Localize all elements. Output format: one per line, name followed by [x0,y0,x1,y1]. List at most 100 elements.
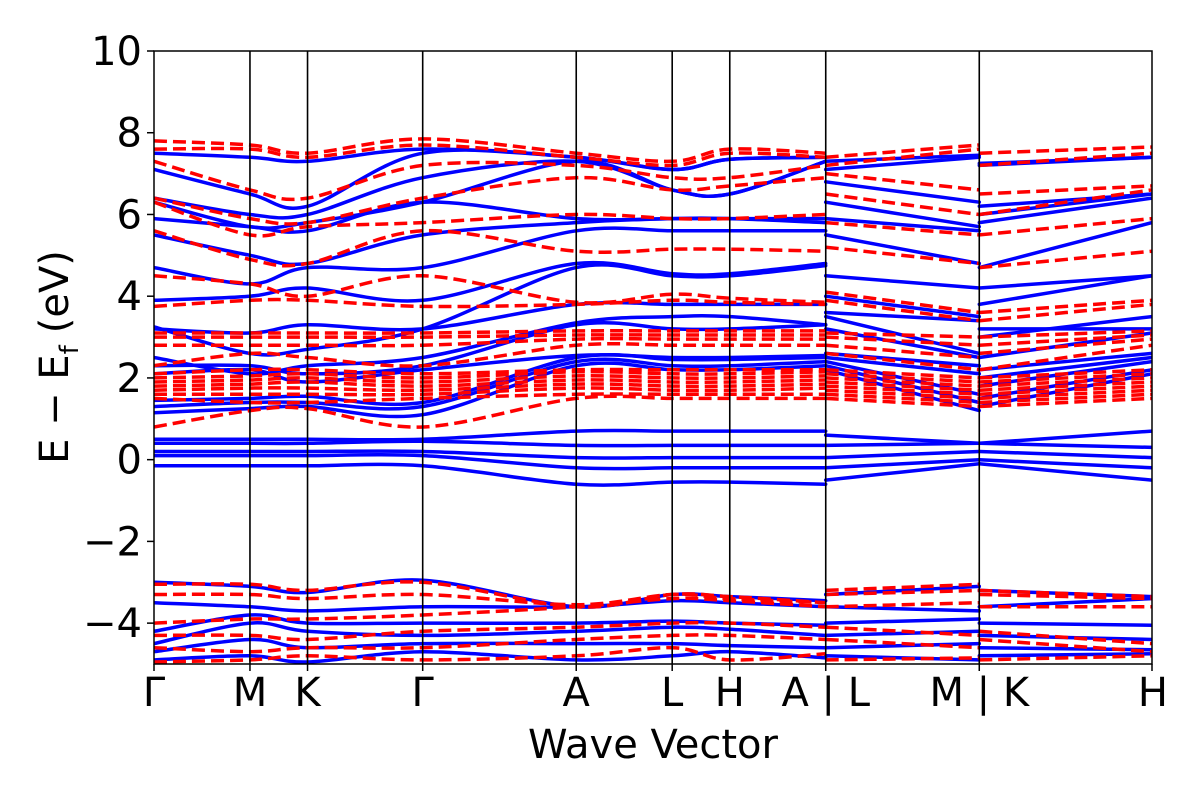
dashed-band-line [825,368,980,380]
dashed-band-line [979,184,1152,196]
dashed-band-line [825,331,980,339]
dashed-band-line [979,302,1152,323]
solid-band-line [823,363,982,405]
x-tick-label: H [1138,670,1168,716]
dashed-band-line [979,329,1152,339]
y-tick-label: −4 [83,601,142,647]
dashed-band-line [979,629,1152,646]
solid-band-line [977,462,1152,482]
dashed-band-line [979,372,1152,384]
high-symmetry-lines [249,51,981,664]
solid-band-line [823,641,982,650]
dashed-band-line [154,633,826,654]
solid-band-line [977,645,1152,652]
y-axis-title-main: E − E [32,354,78,464]
solid-band-line [977,192,1152,209]
x-tick-label: L [661,670,684,716]
solid-band-line [977,652,1152,658]
solid-band-line [154,216,828,267]
dashed-band-line [825,192,980,217]
solid-band-line [977,457,1152,470]
solid-band-line [977,274,1152,290]
dashed-band-line [979,384,1152,397]
dashed-band-line [979,249,1152,270]
dashed-band-line [154,143,826,168]
dashed-band-line [154,367,826,376]
dashed-bands [154,137,1152,664]
dashed-band-line [154,369,826,380]
dashed-band-line [979,188,1152,217]
x-tick-label: M | K [929,670,1030,716]
y-tick-label: 10 [91,29,142,75]
dashed-band-line [979,151,1152,168]
solid-band-line [977,314,1152,339]
dashed-band-line [154,382,826,393]
dashed-band-line [825,637,980,650]
dashed-band-line [825,625,980,638]
dashed-band-line [825,372,980,384]
dashed-band-line [154,228,826,268]
dashed-band-line [825,582,980,593]
x-axis-title: Wave Vector [528,722,779,768]
solid-band-line [154,613,828,634]
dashed-band-line [979,654,1152,662]
dashed-band-line [825,290,980,315]
y-tick-label: −2 [83,519,142,565]
dashed-band-line [154,297,826,309]
solid-band-line [823,449,982,460]
dashed-band-line [154,580,826,609]
solid-band-line [154,439,828,448]
x-tick-label: A | L [781,670,870,716]
x-tick-label: A [563,670,591,716]
dashed-band-line [154,200,826,238]
dashed-band-line [154,159,826,202]
dashed-band-line [979,637,1152,654]
solid-band-line [823,617,982,625]
dashed-band-line [825,380,980,392]
solid-band-line [154,321,828,376]
dashed-band-line [979,343,1152,372]
solid-band-line [154,452,828,471]
y-tick-label: 0 [117,438,142,484]
x-tick-label: Γ [143,670,166,716]
dashed-band-line [154,175,826,226]
dashed-band-line [154,329,826,335]
solid-band-line [977,274,1152,307]
solid-band-line [977,355,1152,380]
dashed-band-line [979,588,1152,599]
dashed-band-line [154,378,826,388]
y-tick-label: 8 [117,111,142,157]
solid-band-line [154,649,828,664]
dashed-band-line [979,333,1152,347]
solid-band-line [154,637,828,654]
dashed-band-line [825,588,980,597]
dashed-band-line [979,376,1152,388]
dashed-band-line [825,343,980,360]
dashed-band-line [154,341,826,368]
dashed-band-line [825,351,980,372]
dashed-band-line [979,216,1152,237]
solid-band-line [154,598,828,613]
dashed-band-line [154,386,826,397]
solid-band-line [154,621,828,646]
dashed-band-line [154,620,826,642]
dashed-band-line [979,145,1152,155]
dashed-band-line [154,274,826,305]
dashed-band-line [825,147,980,168]
solid-band-line [823,433,982,446]
plot-area [154,137,1152,664]
dashed-band-line [979,298,1152,315]
dashed-band-line [154,137,826,164]
dashed-band-line [154,392,826,405]
y-axis-title: E − Ef (eV) [32,250,85,464]
y-axis-title-unit: (eV) [32,250,78,333]
solid-band-line [154,428,828,442]
dashed-band-line [979,396,1152,409]
dashed-band-line [825,171,980,192]
dashed-band-line [154,374,826,384]
y-tick-label: 6 [117,192,142,238]
solid-band-line [977,196,1152,225]
dashed-band-line [154,596,826,625]
solid-band-line [977,441,1152,450]
